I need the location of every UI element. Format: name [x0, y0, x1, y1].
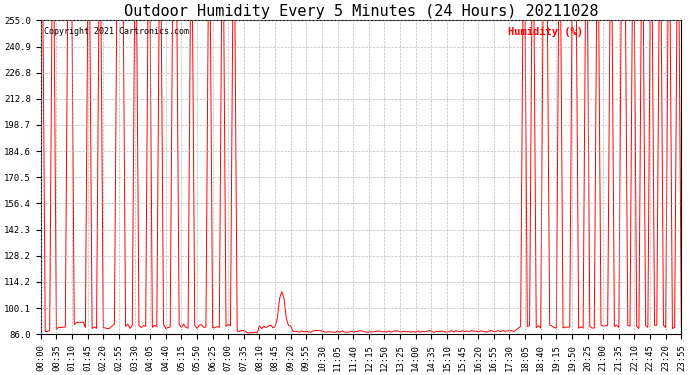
Title: Outdoor Humidity Every 5 Minutes (24 Hours) 20211028: Outdoor Humidity Every 5 Minutes (24 Hou… — [124, 4, 598, 19]
Text: Copyright 2021 Cartronics.com: Copyright 2021 Cartronics.com — [44, 27, 189, 36]
Text: Humidity (%): Humidity (%) — [509, 27, 583, 37]
